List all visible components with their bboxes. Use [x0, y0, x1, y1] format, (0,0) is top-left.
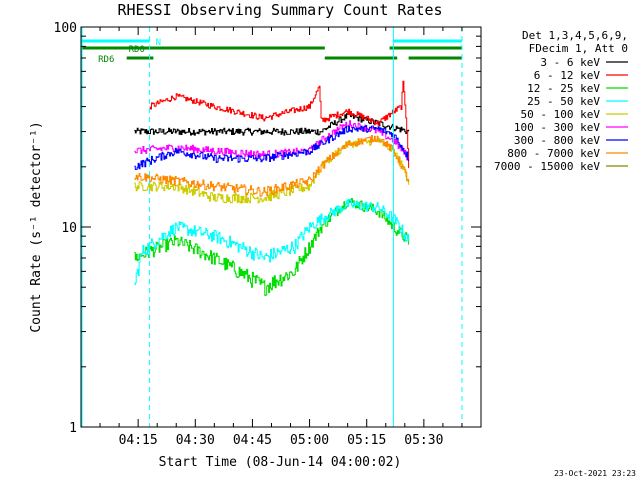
legend-label-4: 25 - 50 keV [527, 95, 600, 108]
axes-frame [80, 26, 482, 428]
y-tick-label-3: 100 [54, 21, 77, 36]
flag-night-label: N [156, 38, 161, 48]
x-tick-label-4: 05:00 [290, 433, 329, 448]
x-axis-label: Start Time (08-Jun-14 04:00:02) [159, 455, 402, 470]
vertical-markers [81, 27, 463, 427]
x-tick-label-6: 05:30 [404, 433, 443, 448]
flag-rd0-label: RD0 [129, 45, 145, 55]
legend-label-9: 7000 - 15000 keV [494, 160, 600, 173]
flag-bars: N RD0 RD6 [81, 38, 462, 65]
x-tick-label-3: 04:45 [233, 433, 272, 448]
x-tick-label-1: 04:15 [119, 433, 158, 448]
legend-label-2: 6 - 12 keV [534, 69, 601, 82]
series-line-2 [149, 80, 410, 169]
x-tick-label-2: 04:30 [176, 433, 215, 448]
chart-title: RHESSI Observing Summary Count Rates [117, 1, 442, 19]
y-axis-label: Count Rate (s⁻¹ detector⁻¹) [29, 121, 44, 332]
footer-timestamp: 23-Oct-2021 23:23 [554, 469, 636, 478]
series-line-6 [134, 120, 410, 161]
legend-label-6: 100 - 300 keV [514, 121, 600, 134]
legend-label-5: 50 - 100 keV [521, 108, 601, 121]
series-layer [134, 80, 410, 296]
flag-rd6-label: RD6 [98, 55, 114, 65]
y-tick-label-2: 10 [61, 221, 77, 236]
legend-header-2: FDecim 1, Att 0 [529, 42, 628, 55]
legend-label-8: 800 - 7000 keV [507, 147, 600, 160]
series-line-8 [134, 135, 410, 197]
legend: Det 1,3,4,5,6,9,FDecim 1, Att 03 - 6 keV… [494, 29, 628, 173]
series-line-3 [134, 198, 410, 296]
x-axis-ticks: 04:15 04:30 04:45 05:00 05:15 05:30 [99, 27, 463, 448]
x-tick-label-5: 05:15 [347, 433, 386, 448]
y-axis-ticks: 1 10 100 [54, 21, 481, 436]
legend-header-1: Det 1,3,4,5,6,9, [522, 29, 628, 42]
series-line-1 [134, 112, 410, 136]
y-tick-label-1: 1 [69, 421, 77, 436]
legend-label-3: 12 - 25 keV [527, 82, 600, 95]
series-line-7 [134, 125, 410, 170]
series-line-4 [134, 199, 410, 286]
legend-label-1: 3 - 6 keV [540, 56, 600, 69]
legend-label-7: 300 - 800 keV [514, 134, 600, 147]
